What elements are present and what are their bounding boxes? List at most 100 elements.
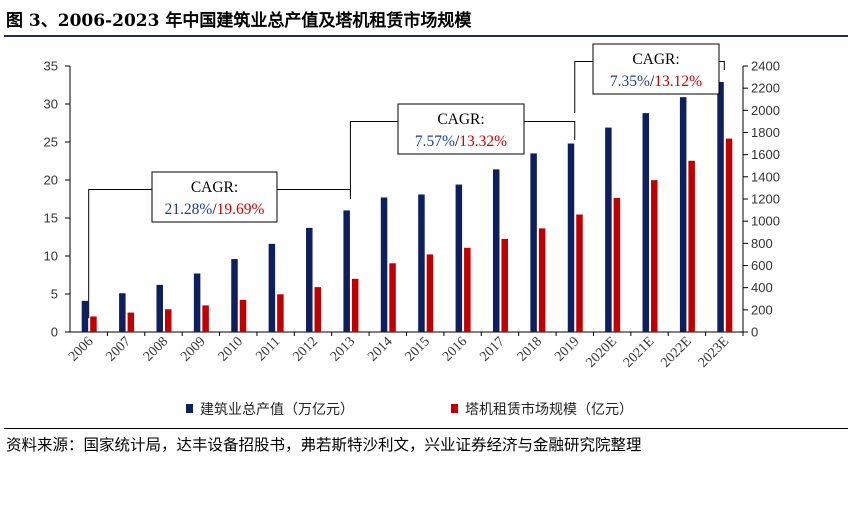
x-tick-label: 2022E	[658, 334, 694, 370]
bar-tower-crane-rental	[239, 299, 247, 332]
x-tick-label: 2016	[440, 334, 470, 364]
bar-tower-crane-rental	[464, 247, 471, 332]
bar-tower-crane-rental	[389, 263, 396, 332]
cagr-value-construction: 7.57%	[415, 133, 455, 150]
cagr-value-crane: 13.12%	[654, 73, 702, 90]
cagr-bracket-right	[719, 61, 725, 70]
bar-construction-output	[679, 97, 687, 332]
x-tick-label: 2012	[290, 334, 320, 364]
y-right-tick-label: 600	[751, 258, 773, 273]
bar-tower-crane-rental	[651, 180, 658, 332]
x-tick-label: 2018	[515, 334, 545, 364]
bar-construction-output	[717, 81, 724, 333]
chart-legend: 建筑业总产值（万亿元） 塔机租赁市场规模（亿元）	[186, 401, 633, 418]
cagr-values: 21.28%/19.69%	[165, 201, 265, 218]
cagr-separator: /	[212, 201, 217, 218]
cagr-label: CAGR:	[191, 179, 238, 196]
cagr-bracket-left	[88, 189, 152, 318]
bar-tower-crane-rental	[314, 287, 322, 332]
cagr-label: CAGR:	[632, 51, 679, 68]
bar-construction-output	[231, 259, 238, 332]
y-right-tick-label: 2400	[751, 59, 780, 74]
cagr-bracket-left	[574, 61, 593, 113]
bar-tower-crane-rental	[538, 228, 546, 332]
cagr-values: 7.35%/13.12%	[610, 73, 702, 90]
bar-construction-output	[156, 284, 163, 332]
source-note: 资料来源：国家统计局，达丰设备招股书，弗若斯特沙利文，兴业证券经济与金融研究院整…	[6, 436, 642, 454]
cagr-bracket-left	[349, 121, 398, 199]
bar-tower-crane-rental	[351, 278, 359, 332]
bar-construction-output	[343, 210, 350, 332]
bar-tower-crane-rental	[688, 160, 695, 332]
y-left-tick-label: 5	[51, 287, 58, 302]
bar-construction-output	[268, 243, 276, 332]
bar-construction-output	[418, 194, 425, 332]
bar-construction-output	[81, 300, 89, 332]
legend-swatch-construction	[186, 404, 193, 413]
bar-tower-crane-rental	[90, 316, 97, 332]
cagr-bracket-right	[277, 189, 351, 192]
cagr-box	[397, 103, 525, 155]
x-tick-label: 2013	[328, 334, 358, 364]
bar-construction-output	[119, 293, 126, 332]
cagr-value-crane: 19.69%	[217, 201, 265, 218]
bar-construction-output	[642, 113, 650, 333]
y-left-tick-label: 30	[44, 97, 58, 112]
x-tick-label: 2010	[216, 334, 246, 364]
bar-construction-output	[455, 184, 463, 332]
chart: 0 5 10 15 20 25 30 35 0 200 400 600 800 1000 1200 1400 1…	[44, 43, 780, 418]
bar-tower-crane-rental	[613, 197, 621, 332]
cagr-value-construction: 7.35%	[610, 73, 650, 90]
cagr-separator: /	[455, 133, 460, 150]
legend-label-crane: 塔机租赁市场规模（亿元）	[465, 401, 633, 418]
y-left-tick-label: 0	[51, 325, 58, 340]
y-left-tick-label: 15	[44, 211, 58, 226]
cagr-separator: /	[650, 73, 655, 90]
bar-construction-output	[492, 169, 500, 332]
cagr-values: 7.57%/13.32%	[415, 133, 507, 150]
x-tick-label: 2020E	[584, 334, 620, 370]
y-right-tick-label: 2000	[751, 103, 780, 118]
bar-construction-output	[380, 197, 388, 332]
cagr-annotations: CAGR:21.28%/19.69%CAGR:7.57%/13.32%CAGR:…	[88, 43, 725, 318]
x-tick-label: 2019	[552, 334, 582, 364]
bar-tower-crane-rental	[164, 309, 172, 332]
x-tick-label: 2007	[104, 334, 134, 364]
bar-tower-crane-rental	[202, 305, 209, 332]
cagr-value-crane: 13.32%	[459, 133, 507, 150]
y-right-tick-label: 400	[751, 280, 773, 295]
bar-construction-output	[605, 127, 612, 332]
y-left-tick-label: 10	[44, 249, 58, 264]
bar-construction-output	[567, 143, 575, 332]
bar-construction-output	[306, 227, 313, 332]
x-tick-label: 2006	[66, 334, 96, 364]
y-left-tick-label: 25	[44, 135, 58, 150]
bar-tower-crane-rental	[277, 294, 284, 332]
y-left-tick-label: 20	[44, 173, 58, 188]
y-right-tick-label: 2200	[751, 81, 780, 96]
y-right-tick-label: 1800	[751, 125, 780, 140]
title-rule	[4, 35, 848, 37]
bar-tower-crane-rental	[576, 214, 583, 332]
y-right-tick-label: 800	[751, 236, 773, 251]
x-tick-label: 2017	[477, 334, 507, 364]
x-tick-label: 2023E	[696, 334, 732, 370]
cagr-annotation: CAGR: 7.35%/13.12%	[574, 43, 725, 113]
x-tick-label: 2021E	[621, 334, 657, 370]
bar-tower-crane-rental	[127, 312, 135, 332]
cagr-box	[592, 43, 720, 95]
y-right-tick-label: 1400	[751, 169, 780, 184]
cagr-bracket-right	[524, 121, 576, 140]
legend-label-construction: 建筑业总产值（万亿元）	[200, 402, 354, 418]
source-rule	[4, 428, 848, 429]
cagr-label: CAGR:	[437, 111, 484, 128]
y-right-tick-label: 1600	[751, 147, 780, 162]
x-tick-labels: 2006 2007 2008 2009 2010 2011 2012 2013 2014 2015…	[66, 334, 732, 370]
bar-tower-crane-rental	[426, 254, 434, 332]
cagr-value-construction: 21.28%	[165, 201, 213, 218]
cagr-annotation: CAGR: 7.57%/13.32%	[349, 103, 576, 199]
bar-construction-output	[530, 153, 537, 332]
cagr-annotation: CAGR: 21.28%/19.69%	[88, 171, 351, 318]
x-tick-label: 2011	[253, 334, 283, 364]
y-left-tick-label: 35	[44, 59, 58, 74]
